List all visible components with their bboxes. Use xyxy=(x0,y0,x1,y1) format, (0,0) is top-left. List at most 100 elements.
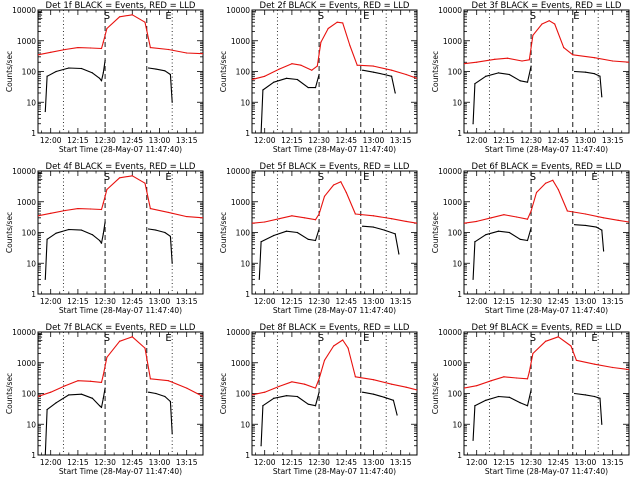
events-point xyxy=(318,73,320,76)
events-point xyxy=(260,445,262,447)
lld-point xyxy=(521,60,523,62)
y-tick-label: 1000 xyxy=(231,37,250,46)
lld-point xyxy=(557,188,559,191)
events-point xyxy=(80,229,83,231)
y-axis-label: Counts/sec xyxy=(219,373,228,414)
lld-point xyxy=(503,376,505,378)
events-point xyxy=(601,229,603,231)
events-series-line xyxy=(148,67,173,103)
lld-series-line xyxy=(252,339,417,396)
events-point xyxy=(383,73,385,76)
lld-point xyxy=(476,61,478,63)
events-point xyxy=(102,233,104,235)
lld-point xyxy=(612,60,614,62)
lld-point xyxy=(50,212,52,214)
events-point xyxy=(164,70,166,72)
events-point xyxy=(169,235,171,237)
y-tick-label: 1 xyxy=(245,290,250,299)
lld-point xyxy=(617,219,619,221)
events-point xyxy=(104,59,106,61)
panel-title: Det 8f BLACK = Events, RED = LLD xyxy=(260,323,410,333)
events-point xyxy=(44,454,46,455)
lld-point xyxy=(464,63,465,65)
lld-point xyxy=(327,27,329,30)
events-series-line xyxy=(44,388,106,455)
lld-point xyxy=(554,23,556,25)
lld-point xyxy=(167,48,170,51)
y-tick-label: 100 xyxy=(236,68,251,77)
panel-det-2f: Det 2f BLACK = Events, RED = LLD 1 10 100 10… xyxy=(219,1,418,154)
y-tick-label: 10000 xyxy=(438,167,462,176)
events-series-line xyxy=(258,228,320,280)
events-point xyxy=(68,228,70,231)
panel-title: Det 1f BLACK = Events, RED = LLD xyxy=(46,1,196,11)
lld-point xyxy=(264,391,266,393)
lld-point xyxy=(566,210,568,212)
events-series-line xyxy=(44,221,106,280)
lld-point xyxy=(131,175,133,177)
x-tick-label: 12:00 xyxy=(40,136,62,145)
lld-point xyxy=(252,394,253,396)
events-point xyxy=(519,402,521,404)
events-series-line xyxy=(362,69,396,94)
panel-det-7f: Det 7f BLACK = Events, RED = LLD 1 10 100 10… xyxy=(5,323,204,476)
lld-point xyxy=(349,44,351,47)
series-group xyxy=(252,181,417,280)
lld-point xyxy=(102,41,104,43)
events-point xyxy=(296,231,298,234)
events-point xyxy=(394,233,396,235)
x-tick-label: 12:30 xyxy=(308,458,330,467)
lld-point xyxy=(541,23,543,25)
events-point xyxy=(508,396,510,398)
x-tick-label: 12:15 xyxy=(281,297,303,306)
events-point xyxy=(601,96,603,98)
lld-point xyxy=(186,52,188,54)
events-point xyxy=(262,89,264,91)
x-tick-label: 12:45 xyxy=(547,458,569,467)
lld-point xyxy=(300,64,302,66)
plot-frame xyxy=(37,170,204,295)
lld-point xyxy=(291,215,293,217)
lld-series-line xyxy=(464,179,629,224)
events-series-line xyxy=(362,391,398,416)
y-tick-label: 1 xyxy=(457,129,462,138)
panel-det-9f: Det 9f BLACK = Events, RED = LLD 1 10 100 10… xyxy=(431,323,630,476)
lld-point xyxy=(89,208,92,210)
lld-point xyxy=(372,65,375,67)
series-group xyxy=(38,336,203,455)
y-tick-label: 1 xyxy=(31,129,36,138)
panel-title: Det 9f BLACK = Events, RED = LLD xyxy=(472,323,622,333)
plot-frame xyxy=(251,9,418,134)
lld-point xyxy=(405,386,407,388)
lld-point xyxy=(526,218,529,220)
lld-point xyxy=(391,69,393,71)
x-axis-label: Start Time (28-May-07 11:47:40) xyxy=(273,306,396,315)
events-point xyxy=(99,77,101,79)
x-tick-label: 13:00 xyxy=(149,136,171,145)
series-group xyxy=(464,20,629,125)
y-tick-label: 1000 xyxy=(17,359,36,368)
lld-point xyxy=(144,182,146,184)
events-point xyxy=(262,405,264,407)
events-series-line xyxy=(574,224,605,252)
lld-point xyxy=(342,22,344,24)
panel-det-1f: Det 1f BLACK = Events, RED = LLD 1 10 100 10… xyxy=(5,1,204,154)
x-tick-label: 13:00 xyxy=(149,297,171,306)
events-point xyxy=(307,403,309,405)
lld-point xyxy=(347,347,349,349)
events-point xyxy=(485,234,487,236)
lld-point xyxy=(278,68,280,70)
events-point xyxy=(485,399,487,401)
lld-point xyxy=(570,345,572,347)
events-point xyxy=(104,221,106,223)
lld-point xyxy=(149,207,152,210)
events-point xyxy=(307,238,309,240)
series-group xyxy=(38,14,203,113)
lld-point xyxy=(318,213,320,215)
lld-series-line xyxy=(464,336,629,389)
lld-point xyxy=(416,77,417,79)
event-marker-E: E xyxy=(37,333,43,344)
lld-point xyxy=(354,213,356,215)
events-point xyxy=(474,241,476,243)
lld-point xyxy=(354,376,356,378)
